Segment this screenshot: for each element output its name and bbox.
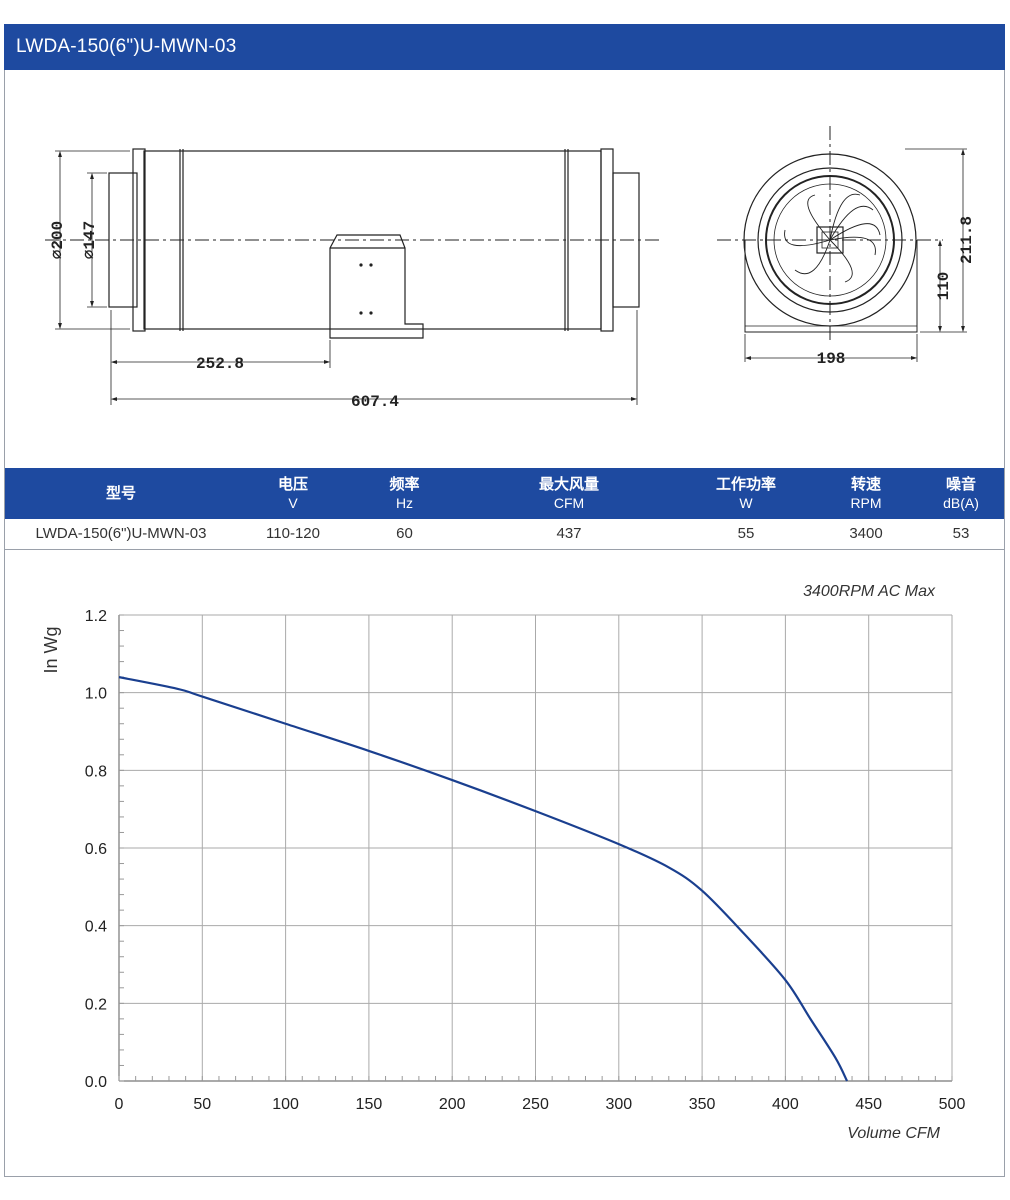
- dim-total-height: 211.8: [958, 216, 976, 264]
- dim-bracket-offset: 252.8: [196, 355, 244, 373]
- cell-voltage: 110-120: [266, 525, 320, 543]
- dim-width: 198: [817, 350, 846, 368]
- col-max-airflow: 最大风量 CFM: [538, 475, 599, 511]
- col-power: 工作功率 W: [715, 475, 776, 511]
- cell-model: LWDA-150(6")U-MWN-03: [35, 525, 207, 543]
- x-tick-label: 500: [939, 1096, 966, 1113]
- mounting-bracket: [329, 234, 424, 339]
- series-line: [118, 676, 849, 1082]
- dim-inner-diameter: ⌀147: [81, 221, 99, 259]
- table-row: LWDA-150(6")U-MWN-03 110-120 60 437 55 3…: [5, 519, 1004, 549]
- x-tick-label: 250: [522, 1096, 549, 1113]
- cell-noise: 53: [952, 525, 970, 543]
- x-tick-label: 150: [356, 1096, 383, 1113]
- front-base: [744, 240, 918, 333]
- x-tick-label: 350: [689, 1096, 716, 1113]
- dim-center-height: 110: [935, 272, 953, 301]
- col-voltage: 电压 V: [277, 475, 308, 511]
- col-model: 型号: [105, 485, 136, 502]
- impeller: [784, 193, 881, 283]
- spec-header-row: 型号 电压 V 频率 Hz 最大风量 CFM 工作功率 W 转速 RPM 噪音 dB(A): [5, 468, 1004, 519]
- cell-power: 55: [737, 525, 755, 543]
- col-speed: 转速 RPM: [850, 475, 882, 511]
- cell-speed: 3400: [849, 525, 883, 543]
- x-tick-label: 50: [193, 1096, 211, 1113]
- y-tick-label: 0.2: [85, 996, 107, 1013]
- x-tick-label: 450: [855, 1096, 882, 1113]
- y-tick-label: 0.4: [85, 919, 107, 936]
- x-tick-label: 200: [439, 1096, 466, 1113]
- x-tick-label: 100: [272, 1096, 299, 1113]
- y-tick-label: 1.2: [85, 608, 107, 625]
- cell-frequency: 60: [396, 525, 413, 543]
- y-tick-label: 0.8: [85, 763, 107, 780]
- y-axis-label: In Wg: [41, 626, 61, 673]
- col-noise: 噪音 dB(A): [943, 475, 979, 511]
- chart-title: 3400RPM AC Max: [803, 583, 936, 600]
- dim-outer-diameter: ⌀200: [49, 221, 67, 259]
- y-tick-label: 1.0: [85, 686, 107, 703]
- y-tick-label: 0.0: [85, 1074, 107, 1091]
- col-frequency: 频率 Hz: [389, 475, 420, 511]
- x-tick-labels: 0 50 100 150 200 250 300 350 400 450 500: [115, 1096, 966, 1113]
- x-tick-label: 300: [605, 1096, 632, 1113]
- spec-table: 型号 电压 V 频率 Hz 最大风量 CFM 工作功率 W 转速 RPM 噪音 dB(A) …: [5, 468, 1004, 549]
- cell-max-airflow: 437: [556, 525, 582, 543]
- dim-total-length: 607.4: [351, 393, 399, 411]
- performance-chart: 0 50 100 150 200 250 300 350 400 450 500 0.0 0.2 0.4…: [41, 583, 966, 1142]
- chart-grid: [118, 614, 953, 1082]
- x-tick-label: 400: [772, 1096, 799, 1113]
- y-tick-labels: 0.0 0.2 0.4 0.6 0.8 1.0 1.2: [85, 608, 107, 1091]
- x-tick-label: 0: [115, 1096, 124, 1113]
- y-tick-label: 0.6: [85, 841, 107, 858]
- page-title: LWDA-150(6")U-MWN-03: [4, 24, 1005, 70]
- technical-drawing: ⌀200 ⌀147 252.8 607.4 198 211.8 110: [45, 126, 976, 411]
- x-axis-label: Volume CFM: [847, 1125, 940, 1142]
